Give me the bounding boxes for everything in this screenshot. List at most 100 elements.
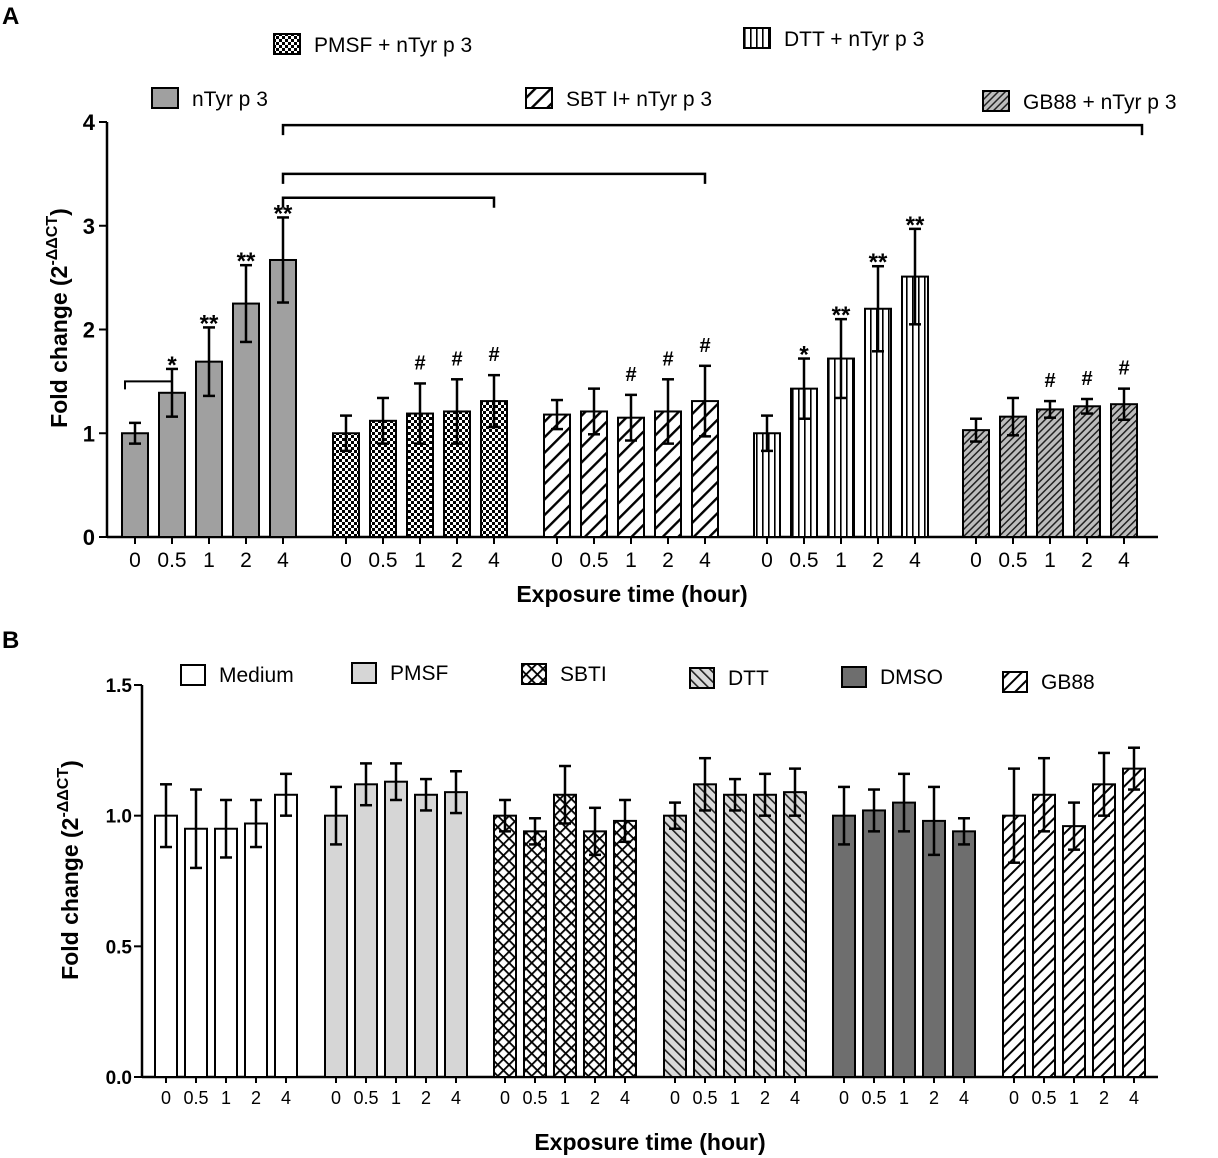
panel-b-bar bbox=[613, 819, 637, 1078]
panel-a-bracket bbox=[124, 380, 173, 390]
panel-a-x-tick-label: 2 bbox=[240, 549, 252, 572]
panel-b-bar bbox=[832, 814, 856, 1079]
panel-a-legend-label: SBT I+ nTyr p 3 bbox=[566, 88, 712, 111]
panel-a-bar bbox=[1110, 403, 1138, 539]
panel-a-y-tick-label: 0 bbox=[83, 525, 95, 550]
panel-b-legend-swatch bbox=[521, 663, 547, 685]
panel-a-bar bbox=[999, 415, 1027, 538]
panel-b-bar bbox=[523, 830, 547, 1079]
panel-a-label: A bbox=[2, 3, 19, 30]
panel-a-bar bbox=[962, 429, 990, 539]
panel-b-x-tick-label: 2 bbox=[590, 1088, 600, 1108]
panel-a-x-tick-label: 0.5 bbox=[789, 549, 818, 572]
panel-a-significance-hash: # bbox=[625, 364, 636, 386]
panel-b-bar bbox=[493, 814, 517, 1079]
panel-b-x-tick-label: 2 bbox=[1099, 1088, 1109, 1108]
panel-b-legend-swatch bbox=[1002, 671, 1028, 693]
panel-b-bar bbox=[384, 780, 408, 1079]
panel-a-significance-star: * bbox=[167, 352, 177, 379]
panel-a-bar bbox=[121, 432, 149, 538]
panel-b-bar bbox=[154, 814, 178, 1079]
panel-b-x-tick-label: 0.5 bbox=[353, 1088, 378, 1108]
panel-b-x-tick-label: 0.5 bbox=[522, 1088, 547, 1108]
panel-b-x-tick-label: 4 bbox=[790, 1088, 800, 1108]
panel-a-bar bbox=[269, 258, 297, 538]
panel-a-significance-star: ** bbox=[869, 249, 888, 276]
panel-b-y-title-close: ) bbox=[57, 760, 83, 768]
panel-b-y-tick-label: 0.5 bbox=[106, 937, 133, 958]
panel-b-legend-swatch bbox=[180, 664, 206, 686]
panel-a-legend-swatch bbox=[273, 33, 301, 55]
panel-a-x-tick-label: 1 bbox=[203, 549, 215, 572]
panel-b-legend-label: GB88 bbox=[1041, 671, 1095, 694]
panel-b-x-tick-label: 0 bbox=[161, 1088, 171, 1108]
panel-b-x-tick-label: 0 bbox=[670, 1088, 680, 1108]
panel-a-bracket bbox=[281, 123, 1144, 136]
panel-a-significance-hash: # bbox=[414, 352, 425, 374]
panel-a-bar bbox=[1036, 408, 1064, 539]
panel-a-y-axis-title: Fold change (2-ΔΔCT) bbox=[44, 208, 72, 428]
panel-a-x-tick-label: 0 bbox=[129, 549, 141, 572]
panel-b-y-tick-label: 1.0 bbox=[106, 807, 132, 828]
panel-b-legend-label: PMSF bbox=[390, 662, 448, 685]
panel-b-legend-label: Medium bbox=[219, 664, 294, 687]
panel-a-x-tick-label: 1 bbox=[835, 549, 847, 572]
panel-a-x-tick-label: 2 bbox=[872, 549, 884, 572]
panel-a-x-tick-label: 0 bbox=[340, 549, 352, 572]
panel-a-legend-swatch bbox=[743, 27, 771, 49]
panel-a-x-tick-label: 2 bbox=[1081, 549, 1093, 572]
panel-b-y-tick-label: 1.5 bbox=[106, 676, 133, 697]
panel-b-bar bbox=[244, 822, 268, 1078]
panel-b-legend-swatch bbox=[689, 667, 715, 689]
panel-a-chart: 0 1 2 3 4 0 0.5 * 1 ** 2 ** 4 ** 0 0.5 1 #2 #4 #0 0.5 1 #2 #4 #0… bbox=[83, 27, 1177, 572]
panel-b-y-title-main: Fold change (2 bbox=[57, 818, 83, 980]
panel-a-x-tick-label: 2 bbox=[451, 549, 463, 572]
panel-a-bracket bbox=[281, 196, 496, 208]
panel-b-bar bbox=[274, 793, 298, 1078]
panel-b-x-tick-label: 4 bbox=[451, 1088, 461, 1108]
panel-b-x-tick-label: 0 bbox=[331, 1088, 341, 1108]
panel-a-x-tick-label: 0 bbox=[551, 549, 563, 572]
panel-b-bar bbox=[444, 791, 468, 1078]
panel-b-label: B bbox=[2, 627, 19, 654]
panel-b-x-axis-title: Exposure time (hour) bbox=[534, 1129, 765, 1155]
panel-a-bracket bbox=[281, 172, 707, 184]
panel-b-legend-label: DMSO bbox=[880, 666, 943, 689]
panel-b-x-tick-label: 1 bbox=[221, 1088, 231, 1108]
panel-a-significance-star: ** bbox=[237, 248, 256, 275]
panel-a-significance-hash: # bbox=[699, 335, 710, 357]
panel-a-x-tick-label: 4 bbox=[277, 549, 289, 572]
panel-b-bar bbox=[862, 809, 886, 1078]
panel-a-x-tick-label: 1 bbox=[414, 549, 426, 572]
svg-text:Fold change (2-ΔΔCT): Fold change (2-ΔΔCT) bbox=[44, 208, 72, 428]
panel-a-x-tick-label: 0.5 bbox=[998, 549, 1027, 572]
panel-b-bar bbox=[354, 783, 378, 1078]
panel-b-x-tick-label: 0 bbox=[839, 1088, 849, 1108]
panel-b-x-tick-label: 0.5 bbox=[861, 1088, 886, 1108]
panel-b-bar bbox=[892, 801, 916, 1078]
panel-b-x-tick-label: 4 bbox=[1129, 1088, 1139, 1108]
panel-b-x-tick-label: 0 bbox=[1009, 1088, 1019, 1108]
panel-b-y-title-sup: -ΔΔCT bbox=[55, 768, 72, 818]
panel-a-y-title-main: Fold change (2 bbox=[46, 266, 72, 428]
panel-b-bar bbox=[583, 830, 607, 1079]
panel-a-y-tick-label: 3 bbox=[83, 214, 95, 239]
panel-a-significance-hash: # bbox=[1118, 358, 1129, 380]
panel-a-significance-hash: # bbox=[488, 344, 499, 366]
panel-b-bar bbox=[723, 793, 747, 1078]
panel-b-y-tick-label: 0.0 bbox=[106, 1068, 132, 1089]
panel-b-legend-label: SBTI bbox=[560, 663, 607, 686]
panel-a-significance-hash: # bbox=[1044, 370, 1055, 392]
panel-a-y-title-close: ) bbox=[46, 208, 72, 216]
panel-a-x-tick-label: 4 bbox=[909, 549, 921, 572]
panel-b-y-axis-title: Fold change (2-ΔΔCT) bbox=[55, 760, 83, 980]
panel-a-y-tick-label: 4 bbox=[83, 110, 96, 135]
panel-a-x-tick-label: 1 bbox=[1044, 549, 1056, 572]
panel-a-significance-hash: # bbox=[1081, 368, 1092, 390]
panel-b-bar bbox=[1032, 793, 1056, 1078]
panel-b-bar bbox=[922, 819, 946, 1078]
panel-a-y-tick-label: 2 bbox=[83, 318, 95, 343]
panel-b-bar bbox=[753, 793, 777, 1078]
panel-a-x-tick-label: 1 bbox=[625, 549, 637, 572]
